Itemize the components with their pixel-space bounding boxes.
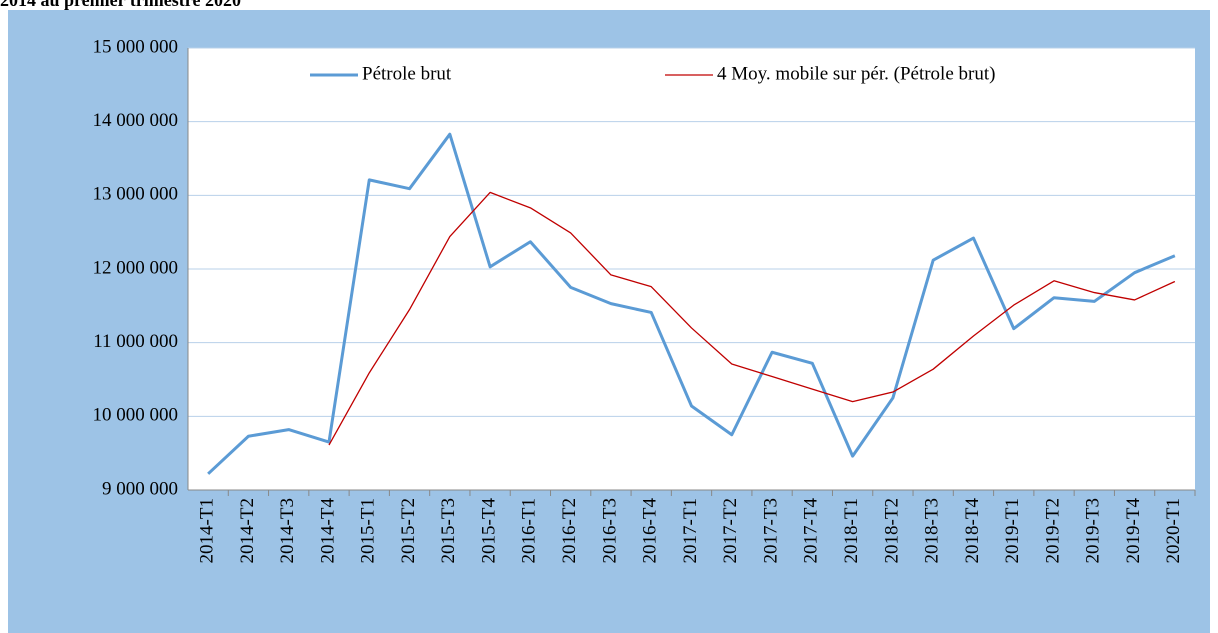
x-tick-label: 2018-T4 [962, 498, 983, 564]
legend-label: Pétrole brut [362, 63, 452, 84]
y-tick-label: 12 000 000 [93, 257, 179, 278]
x-tick-label: 2019-T1 [1002, 498, 1023, 563]
y-tick-label: 13 000 000 [93, 184, 179, 205]
x-tick-label: 2014-T3 [277, 498, 298, 563]
x-tick-label: 2014-T1 [196, 498, 217, 563]
y-tick-label: 15 000 000 [93, 36, 179, 57]
x-tick-label: 2017-T3 [760, 498, 781, 563]
x-tick-label: 2019-T2 [1042, 498, 1063, 563]
x-tick-label: 2017-T4 [801, 498, 822, 564]
x-tick-label: 2020-T1 [1163, 498, 1184, 563]
x-tick-label: 2015-T3 [438, 498, 459, 563]
x-tick-label: 2016-T2 [559, 498, 580, 563]
y-tick-label: 14 000 000 [93, 110, 179, 131]
x-tick-label: 2014-T4 [317, 498, 338, 564]
x-tick-label: 2019-T4 [1123, 498, 1144, 564]
x-tick-label: 2015-T1 [358, 498, 379, 563]
x-tick-label: 2017-T1 [680, 498, 701, 563]
x-tick-label: 2014-T2 [237, 498, 258, 563]
x-tick-label: 2018-T1 [841, 498, 862, 563]
x-tick-label: 2019-T3 [1083, 498, 1104, 563]
series-line [207, 132, 1176, 475]
x-tick-label: 2015-T2 [398, 498, 419, 563]
y-tick-label: 11 000 000 [93, 331, 178, 352]
x-tick-label: 2015-T4 [478, 498, 499, 564]
y-tick-label: 10 000 000 [93, 405, 179, 426]
chart-title: 2014 au premier trimestre 2020 [0, 0, 241, 10]
x-tick-label: 2018-T2 [881, 498, 902, 563]
legend-label: 4 Moy. mobile sur pér. (Pétrole brut) [717, 63, 995, 84]
y-tick-label: 9 000 000 [102, 478, 178, 499]
x-tick-label: 2016-T3 [599, 498, 620, 563]
x-tick-label: 2016-T1 [519, 498, 540, 563]
series-line [328, 191, 1176, 446]
x-tick-label: 2016-T4 [640, 498, 661, 564]
x-tick-label: 2017-T2 [720, 498, 741, 563]
x-tick-label: 2018-T3 [922, 498, 943, 563]
